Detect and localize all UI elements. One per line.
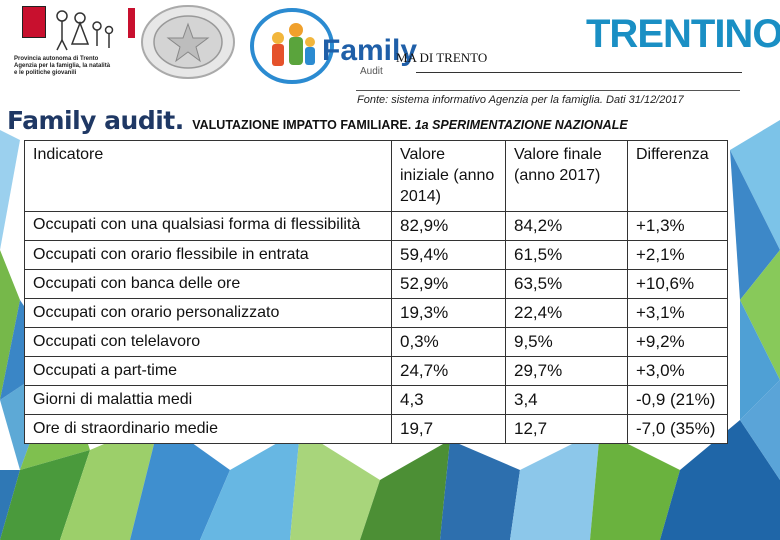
province-crest-icon — [22, 6, 46, 38]
source-note: Fonte: sistema informativo Agenzia per l… — [357, 94, 684, 106]
final-value-cell: 84,2% — [505, 211, 628, 241]
indicator-cell: Occupati con orario personalizzato — [24, 298, 392, 328]
final-value-cell: 9,5% — [505, 327, 628, 357]
initial-value-cell: 4,3 — [391, 385, 506, 415]
table-row: Occupati con orario flessibile in entrat… — [24, 240, 728, 270]
table-row: Ore di straordinario medie 19,7 12,7 -7,… — [24, 414, 728, 444]
final-value-cell: 22,4% — [505, 298, 628, 328]
initial-value-cell: 52,9% — [391, 269, 506, 299]
difference-cell: +1,3% — [627, 211, 728, 241]
header-valore-iniziale: Valore iniziale (anno 2014) — [391, 140, 506, 212]
indicator-cell: Ore di straordinario medie — [24, 414, 392, 444]
indicator-table: Indicatore Valore iniziale (anno 2014) V… — [24, 140, 728, 444]
province-logo-line: Provincia autonoma di Trento — [14, 56, 99, 62]
difference-cell: -0,9 (21%) — [627, 385, 728, 415]
province-logo-line: Agenzia per la famiglia, la natalità — [14, 63, 111, 69]
initial-value-cell: 24,7% — [391, 356, 506, 386]
initial-value-cell: 19,3% — [391, 298, 506, 328]
table-row: Occupati con una qualsiasi forma di fles… — [24, 211, 728, 241]
family-audit-logo-icon — [250, 8, 334, 84]
header-valore-finale-text: Valore finale (anno 2017) — [514, 146, 602, 184]
initial-value-cell: 59,4% — [391, 240, 506, 270]
indicator-cell: Occupati con telelavoro — [24, 327, 392, 357]
header-indicatore: Indicatore — [24, 140, 392, 212]
indicator-cell: Occupati con orario flessibile in entrat… — [24, 240, 392, 270]
final-value-cell: 12,7 — [505, 414, 628, 444]
header-valore-finale: Valore finale (anno 2017) — [505, 140, 628, 212]
difference-cell: -7,0 (35%) — [627, 414, 728, 444]
province-logo-line: e le politiche giovanili — [14, 70, 77, 76]
table-row: Occupati con telelavoro 0,3% 9,5% +9,2% — [24, 327, 728, 357]
province-logo-text: Provincia autonoma di Trento Agenzia per… — [14, 56, 126, 77]
final-value-cell: 29,7% — [505, 356, 628, 386]
trentino-logo: TRENTINO — [586, 12, 780, 57]
initial-value-cell: 0,3% — [391, 327, 506, 357]
page-title-sub-italic: 1a SPERIMENTAZIONE NAZIONALE — [414, 118, 628, 132]
italian-republic-seal-icon — [141, 5, 235, 79]
header-differenza: Differenza — [627, 140, 728, 212]
indicator-cell: Giorni di malattia medi — [24, 385, 392, 415]
indicator-cell: Occupati con una qualsiasi forma di fles… — [24, 211, 392, 241]
family-logo-sub: Audit — [360, 66, 383, 77]
difference-cell: +3,1% — [627, 298, 728, 328]
source-divider — [356, 90, 740, 91]
family-logo-word: Family — [322, 34, 418, 67]
header-divider — [416, 72, 742, 73]
initial-value-cell: 82,9% — [391, 211, 506, 241]
indicator-cell: Occupati a part-time — [24, 356, 392, 386]
initial-value-cell: 19,7 — [391, 414, 506, 444]
table-row: Occupati con banca delle ore 52,9% 63,5%… — [24, 269, 728, 299]
indicator-cell: Occupati con banca delle ore — [24, 269, 392, 299]
final-value-cell: 3,4 — [505, 385, 628, 415]
page-title-sub: VALUTAZIONE IMPATTO FAMILIARE. 1a SPERIM… — [192, 118, 627, 132]
table-header-row: Indicatore Valore iniziale (anno 2014) V… — [24, 140, 728, 212]
table-row: Occupati a part-time 24,7% 29,7% +3,0% — [24, 356, 728, 386]
difference-cell: +10,6% — [627, 269, 728, 299]
final-value-cell: 61,5% — [505, 240, 628, 270]
family-drawing-icon — [56, 10, 114, 51]
page-title-sub-normal: VALUTAZIONE IMPATTO FAMILIARE. — [192, 118, 412, 132]
difference-cell: +3,0% — [627, 356, 728, 386]
header-center-text: MA DI TRENTO — [396, 50, 488, 65]
trentino-logo-text: TRENTINO — [586, 12, 780, 56]
page-title: Family audit. VALUTAZIONE IMPATTO FAMILI… — [7, 106, 628, 135]
table-row: Giorni di malattia medi 4,3 3,4 -0,9 (21… — [24, 385, 728, 415]
difference-cell: +9,2% — [627, 327, 728, 357]
page-title-main: Family audit. — [7, 106, 184, 135]
province-logo: Provincia autonoma di Trento Agenzia per… — [14, 4, 126, 82]
difference-cell: +2,1% — [627, 240, 728, 270]
red-accent-bar — [128, 8, 135, 38]
table-row: Occupati con orario personalizzato 19,3%… — [24, 298, 728, 328]
final-value-cell: 63,5% — [505, 269, 628, 299]
